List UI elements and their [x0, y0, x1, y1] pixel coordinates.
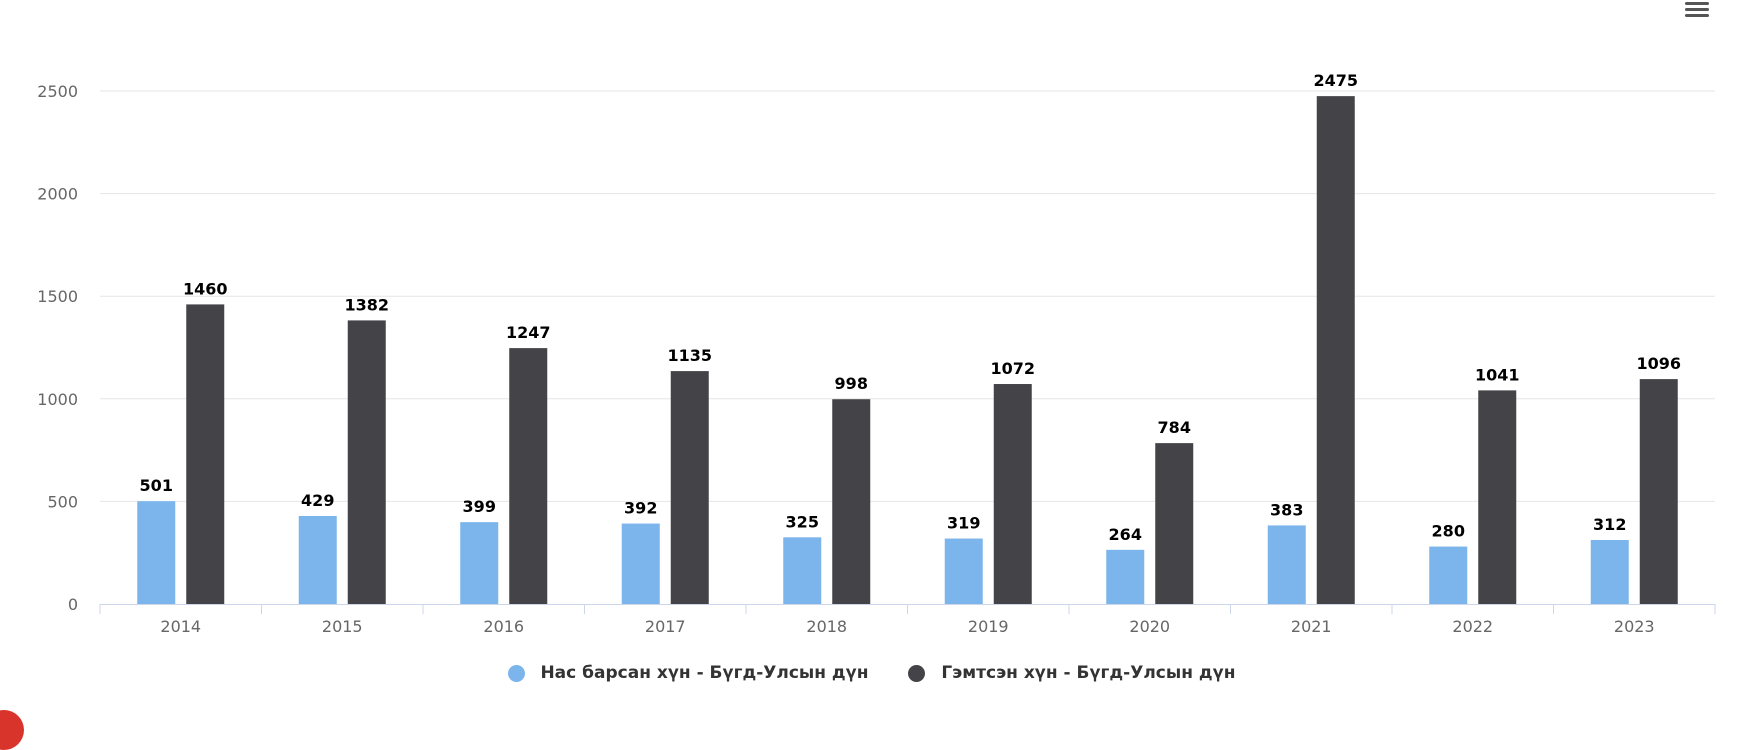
bar-series-2-2014[interactable]: [186, 304, 225, 604]
legend-item-series-1[interactable]: Нас барсан хүн - Бүгд-Улсын дүн: [507, 663, 869, 683]
y-tick-label: 500: [47, 492, 78, 511]
data-label-series-2-2016: 1247: [506, 323, 551, 342]
bars: [137, 96, 1678, 604]
x-tick-label: 2018: [806, 617, 847, 636]
y-tick-label: 1000: [37, 390, 78, 409]
y-axis: 0 500 1000 1500 2000 2500: [37, 82, 78, 614]
legend-label-series-1: Нас барсан хүн - Бүгд-Улсын дүн: [540, 663, 869, 683]
y-tick-label: 0: [68, 595, 78, 614]
data-label-series-2-2021: 2475: [1313, 71, 1358, 90]
data-label-series-2-2014: 1460: [183, 279, 228, 298]
chart-legend: Нас барсан хүн - Бүгд-Улсын дүн Гэмтсэн …: [0, 663, 1743, 693]
data-label-series-1-2017: 392: [624, 499, 657, 518]
bar-series-1-2017[interactable]: [621, 523, 660, 604]
data-label-series-1-2022: 280: [1432, 522, 1465, 541]
x-tick-label: 2019: [968, 617, 1009, 636]
x-tick-label: 2020: [1129, 617, 1170, 636]
data-label-series-2-2019: 1072: [990, 359, 1035, 378]
x-tick-label: 2017: [645, 617, 686, 636]
y-tick-label: 2500: [37, 82, 78, 101]
legend-item-series-2[interactable]: Гэмтсэн хүн - Бүгд-Улсын дүн: [908, 663, 1235, 683]
data-label-series-1-2021: 383: [1270, 500, 1303, 519]
data-label-series-1-2016: 399: [463, 497, 496, 516]
bar-series-1-2018[interactable]: [783, 537, 822, 604]
legend-label-series-2: Гэмтсэн хүн - Бүгд-Улсын дүн: [941, 663, 1236, 683]
y-tick-label: 1500: [37, 287, 78, 306]
data-label-series-2-2015: 1382: [344, 295, 389, 314]
y-tick-label: 2000: [37, 185, 78, 204]
data-label-series-1-2020: 264: [1109, 525, 1142, 544]
bar-series-2-2020[interactable]: [1155, 443, 1194, 604]
data-label-series-1-2014: 501: [140, 476, 173, 495]
data-label-series-2-2023: 1096: [1636, 354, 1681, 373]
bar-series-1-2022[interactable]: [1429, 546, 1468, 604]
bar-series-2-2019[interactable]: [993, 384, 1032, 604]
bar-series-1-2015[interactable]: [298, 515, 337, 604]
data-label-series-1-2015: 429: [301, 491, 334, 510]
legend-dot-series-2: [908, 664, 926, 682]
x-axis: 2014 2015 2016 2017 2018 2019 2020 2021 2022 2023: [99, 604, 1716, 636]
data-label-series-1-2018: 325: [786, 512, 819, 531]
data-label-series-1-2019: 319: [947, 514, 980, 533]
bar-series-1-2020[interactable]: [1106, 549, 1145, 604]
gridlines: [100, 90, 1715, 502]
bar-series-1-2021[interactable]: [1267, 525, 1306, 604]
bar-series-1-2016[interactable]: [460, 522, 499, 604]
x-tick-label: 2022: [1452, 617, 1493, 636]
bar-series-1-2019[interactable]: [944, 538, 983, 604]
bar-series-2-2021[interactable]: [1316, 96, 1355, 604]
bar-series-1-2014[interactable]: [137, 501, 176, 604]
x-tick-label: 2023: [1614, 617, 1655, 636]
x-tick-label: 2014: [160, 617, 201, 636]
x-tick-label: 2021: [1291, 617, 1332, 636]
bar-series-1-2023[interactable]: [1590, 539, 1629, 604]
chart-menu-button[interactable]: [1683, 0, 1713, 20]
hamburger-menu-icon: [1685, 2, 1709, 5]
bar-series-2-2022[interactable]: [1478, 390, 1517, 604]
bar-series-2-2023[interactable]: [1639, 379, 1678, 604]
legend-dot-series-1: [507, 664, 525, 682]
data-label-series-2-2018: 998: [835, 374, 868, 393]
data-label-series-2-2017: 1135: [667, 346, 712, 365]
data-label-series-2-2022: 1041: [1475, 365, 1520, 384]
data-labels: 501 429 399 392 325 319 264 383 280 312 1460 1382 12…: [140, 71, 1681, 544]
bar-series-2-2017[interactable]: [670, 371, 709, 604]
x-tick-label: 2015: [322, 617, 363, 636]
data-label-series-2-2020: 784: [1158, 418, 1191, 437]
x-tick-label: 2016: [483, 617, 524, 636]
data-label-series-1-2023: 312: [1593, 515, 1626, 534]
bar-series-2-2015[interactable]: [347, 320, 386, 604]
bar-series-2-2016[interactable]: [509, 348, 548, 604]
bar-series-2-2018[interactable]: [832, 399, 871, 604]
